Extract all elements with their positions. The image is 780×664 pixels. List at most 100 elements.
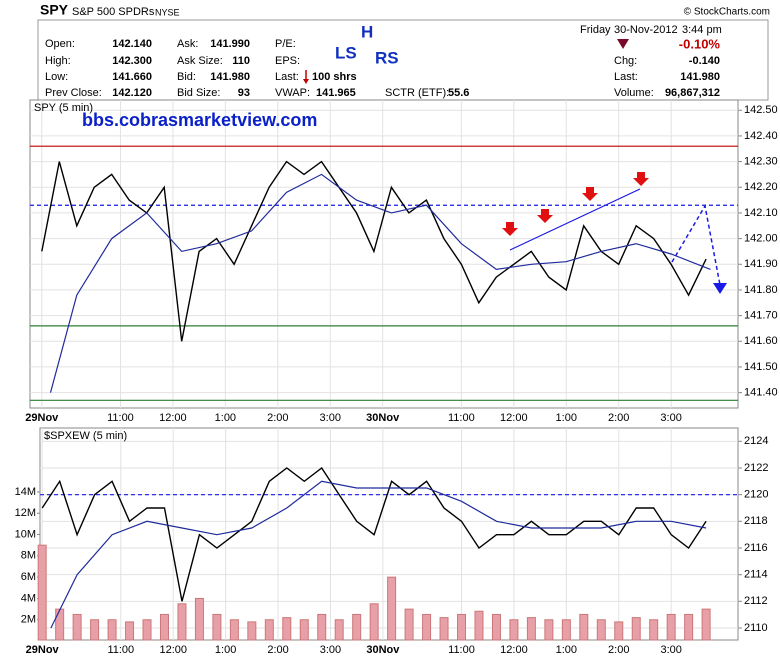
exchange: NYSE: [155, 7, 180, 17]
volume-bar: [142, 619, 152, 641]
volume-bar: [631, 617, 641, 641]
symbol: SPY: [40, 2, 69, 18]
y-tick-label: 2114: [744, 569, 768, 581]
field-label: Last:: [614, 71, 638, 83]
projection: [671, 203, 721, 286]
y-tick-label: 141.90: [744, 258, 778, 270]
tick-arrow-head: [303, 79, 309, 84]
volume-bar: [387, 576, 397, 641]
y-tick-label: 2124: [744, 435, 768, 447]
price-line: [49, 173, 711, 393]
panel-title: $SPXEW (5 min): [44, 430, 127, 442]
field-label: Ask:: [177, 38, 198, 50]
field-label: P/E:: [275, 38, 296, 50]
annotation-h: H: [361, 22, 373, 41]
field-label: EPS:: [275, 55, 300, 67]
name: S&P 500 SPDRs: [72, 6, 155, 18]
volume-bar: [352, 613, 362, 641]
volume-bar: [684, 613, 694, 641]
y-tick-label: 142.50: [744, 104, 778, 116]
x-tick-label: 2:00: [608, 412, 629, 424]
y-tick-label: 141.50: [744, 361, 778, 373]
y2-tick-label: 8M: [21, 550, 36, 562]
field-label: Volume:: [614, 87, 654, 99]
index-panel: 2110 2112 2114 2116 2118 2120 2122 2124 2M 4M 6M 8M…: [15, 427, 768, 656]
volume-bar: [701, 608, 711, 641]
annotation-ls: LS: [335, 43, 357, 62]
y-tick-label: 2116: [744, 542, 768, 554]
volume-bar: [596, 619, 606, 641]
volume-bar: [369, 603, 379, 641]
field-value: 142.120: [112, 87, 152, 99]
red-arrow: [633, 172, 649, 186]
projection-head: [713, 283, 727, 294]
volume-bar: [334, 619, 344, 641]
trend-line: [509, 188, 641, 251]
volume-bar: [90, 619, 100, 641]
field-value: 141.660: [112, 71, 152, 83]
x-tick-label: 29Nov: [25, 412, 59, 424]
y-tick-label: 2110: [744, 622, 768, 634]
y-tick-label: 2122: [744, 462, 768, 474]
red-arrows: [502, 172, 649, 236]
field-value: 142.140: [112, 38, 152, 50]
annotation-rs: RS: [375, 48, 399, 67]
field-label: VWAP:: [275, 87, 310, 99]
field-value: 141.990: [210, 38, 250, 50]
down-triangle: [617, 39, 629, 49]
y2-tick-label: 6M: [21, 571, 36, 583]
volume-bar: [422, 613, 432, 641]
field-value: 142.300: [112, 55, 152, 67]
field-value: 110: [232, 55, 250, 67]
volume-bar: [282, 617, 292, 641]
field-label: Prev Close:: [45, 87, 102, 99]
field-value: 96,867,312: [665, 87, 720, 99]
red-arrow: [502, 222, 518, 236]
red-arrow: [537, 209, 553, 223]
x-tick-label: 12:00: [159, 644, 187, 656]
field-value: 100 shrs: [312, 71, 357, 83]
y-tick-label: 142.00: [744, 233, 778, 245]
field-label: Low:: [45, 71, 68, 83]
x-tick-label: 2:00: [608, 644, 629, 656]
time: 3:44 pm: [682, 24, 722, 36]
red-arrow: [582, 187, 598, 201]
field-value: -0.140: [689, 55, 720, 67]
y-tick-label: 142.40: [744, 130, 778, 142]
y-tick-label: 142.20: [744, 181, 778, 193]
x-tick-label: 11:00: [107, 412, 134, 424]
volume-bar: [125, 621, 135, 641]
y-tick-label: 141.80: [744, 284, 778, 296]
volume-bar: [491, 613, 501, 641]
credit: © StockCharts.com: [684, 7, 770, 18]
field-label: Last:: [275, 71, 299, 83]
volume-bar: [159, 613, 169, 641]
y2-tick-label: 14M: [15, 486, 36, 498]
y2-tick-label: 12M: [15, 507, 36, 519]
y2-tick-label: 4M: [21, 592, 36, 604]
price-line: [50, 480, 707, 629]
volume-bar: [614, 621, 624, 641]
day: Friday: [580, 24, 611, 36]
y-tick-label: 142.30: [744, 156, 778, 168]
x-tick-label: 29Nov: [26, 644, 60, 656]
volume-bar: [526, 617, 536, 641]
x-tick-label: 3:00: [660, 412, 681, 424]
volume-bar: [457, 613, 467, 641]
field-label: Chg:: [614, 55, 637, 67]
x-tick-label: 12:00: [500, 412, 528, 424]
price-line: [41, 466, 707, 602]
volume-bar: [264, 619, 274, 641]
field-label: High:: [45, 55, 71, 67]
volume-bar: [649, 619, 659, 641]
field-label: SCTR (ETF):: [385, 87, 449, 99]
field-value: 141.965: [316, 87, 356, 99]
volume-bar: [212, 613, 222, 641]
x-tick-label: 3:00: [320, 644, 341, 656]
x-tick-label: 1:00: [215, 412, 236, 424]
x-tick-label: 12:00: [159, 412, 187, 424]
y2-tick-label: 2M: [21, 614, 36, 626]
volume-bar: [509, 619, 519, 641]
volume-bar: [55, 608, 65, 641]
